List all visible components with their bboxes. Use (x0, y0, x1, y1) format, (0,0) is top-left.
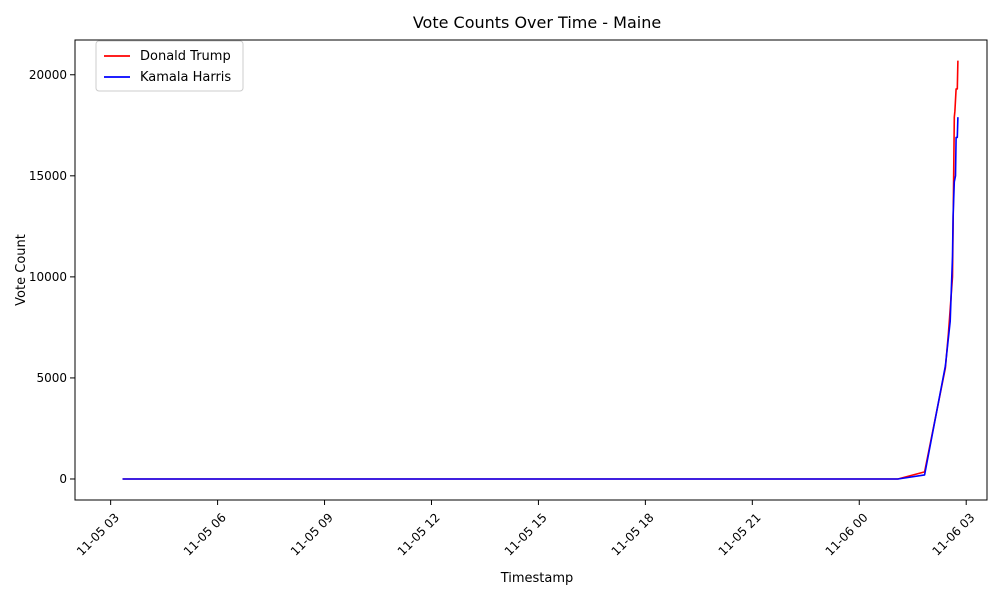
plot-area-frame (74, 39, 988, 501)
x-axis-label: Timestamp (500, 571, 574, 586)
series-line-kamala-harris (122, 117, 959, 480)
legend: Donald Trump Kamala Harris (95, 40, 244, 92)
legend-label: Kamala Harris (140, 70, 231, 85)
y-axis-ticks: 0 5000 10000 15000 20000 (29, 68, 75, 486)
chart-title: Vote Counts Over Time - Maine (413, 13, 661, 32)
y-axis-label: Vote Count (14, 234, 29, 306)
y-tick-label: 15000 (29, 169, 67, 183)
legend-label: Donald Trump (140, 49, 231, 64)
plot-lines (122, 60, 959, 480)
y-tick-label: 0 (59, 472, 67, 486)
y-tick-label: 20000 (29, 68, 67, 82)
y-tick-label: 5000 (36, 371, 67, 385)
y-tick-label: 10000 (29, 270, 67, 284)
legend-box (95, 40, 244, 92)
